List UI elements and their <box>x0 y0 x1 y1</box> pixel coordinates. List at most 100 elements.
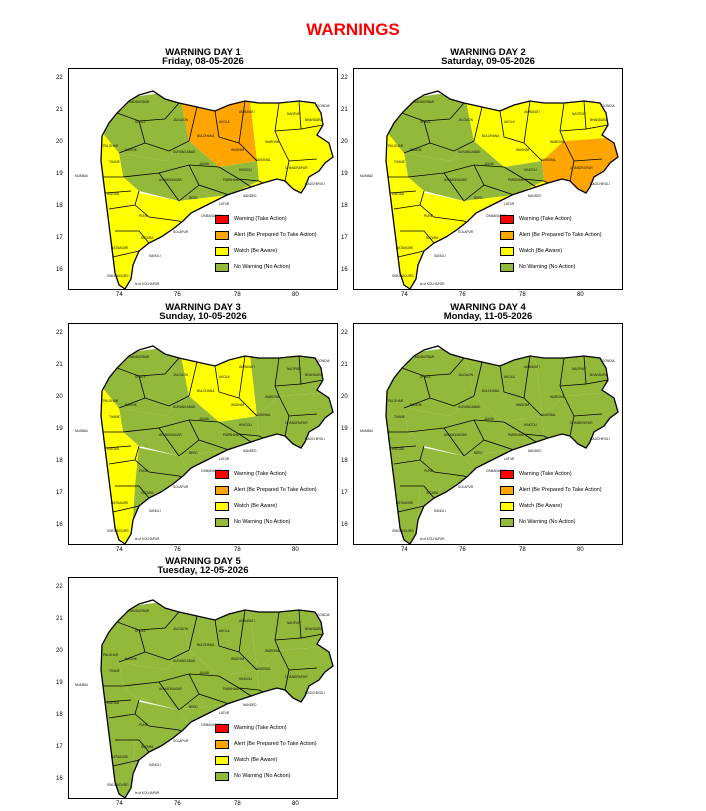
map-frame: MUMBAI DHULE JALGAON NAGPUR PUNE SATARA ts of … <box>68 577 338 799</box>
district-border <box>115 739 150 753</box>
district-label: RAIGAD <box>392 447 405 451</box>
district-label: GADCHIROLI <box>305 437 325 441</box>
district-border <box>284 415 290 437</box>
district-label: SATARA <box>426 491 439 495</box>
district-label: WARDHA <box>265 395 280 399</box>
district-label: GONDIA <box>602 359 615 363</box>
y-tick-label: 21 <box>56 616 63 622</box>
district-border <box>274 637 302 641</box>
zone-central <box>119 650 259 710</box>
legend-label: No Warning (No Action) <box>234 264 291 270</box>
y-tick-label: 17 <box>56 744 63 750</box>
district-label: AHMADNAGAR <box>444 178 468 182</box>
legend-swatch <box>500 246 514 256</box>
district-label: SATARA <box>141 236 154 240</box>
district-border <box>419 190 425 206</box>
legend: Warning (Take Action) Alert (Be Prepared … <box>500 211 602 275</box>
district-border <box>188 615 198 651</box>
district-label: LATUR <box>504 202 515 206</box>
district-label: JALNA <box>199 671 210 675</box>
district-label: AURANGABAD <box>458 405 481 409</box>
legend-label: Watch (Be Aware) <box>519 248 563 254</box>
legend-swatch <box>215 230 229 240</box>
district-label: LATUR <box>219 457 230 461</box>
legend-swatch <box>500 485 514 495</box>
district-border <box>118 397 146 409</box>
district-label: BULDHANA <box>482 134 500 138</box>
legend: Warning (Take Action) Alert (Be Prepared … <box>500 466 602 530</box>
district-label: BEED <box>189 196 198 200</box>
state-map: MUMBAI DHULE JALGAON NAGPUR PUNE SATARA ts of … <box>75 599 334 799</box>
district-label: PARBHANI <box>223 687 239 691</box>
legend-item-watch: Watch (Be Aware) <box>215 243 317 259</box>
district-label: AHMADNAGAR <box>444 433 468 437</box>
zone-northeast <box>534 91 618 161</box>
district-border <box>463 184 485 202</box>
legend-label: Alert (Be Prepared To Take Action) <box>519 487 602 493</box>
district-label: BEED <box>189 451 198 455</box>
district-label: AMRAVATI <box>239 619 255 623</box>
district-label: YAVATMAL <box>255 413 271 417</box>
district-label: SATARA <box>141 491 154 495</box>
district-label: GADCHIROLI <box>590 437 610 441</box>
panel-title: WARNING DAY 4 <box>450 302 526 313</box>
y-tick-label: 17 <box>341 490 348 496</box>
district-label: AURANGABAD <box>173 405 196 409</box>
y-tick-label: 22 <box>341 75 348 81</box>
district-label: NASHIK <box>125 148 138 152</box>
district-label: AURANGABAD <box>458 150 481 154</box>
district-label: OSMANABAD <box>486 214 507 218</box>
district-label: GONDIA <box>317 359 330 363</box>
district-border <box>118 651 146 663</box>
state-outline <box>100 345 334 545</box>
district-label: WARDHA <box>550 140 565 144</box>
y-tick-label: 22 <box>341 330 348 336</box>
district-label: SOLAPUR <box>173 739 189 743</box>
district-label: NAGPUR <box>287 367 301 371</box>
warning-panel-day-2: WARNING DAY 2 Saturday, 09-05-2026 MUMBAI D… <box>341 48 623 302</box>
y-tick-label: 21 <box>56 107 63 113</box>
legend-item-watch: Watch (Be Aware) <box>500 498 602 514</box>
panel-date: Tuesday, 12-05-2026 <box>157 565 249 576</box>
district-label: MUMBAI <box>360 429 373 433</box>
district-border <box>569 415 575 437</box>
district-border <box>138 120 190 152</box>
district-label: AMRAVATI <box>524 110 540 114</box>
y-tick-label: 20 <box>56 394 63 400</box>
district-border <box>138 375 190 407</box>
district-label: DHULE <box>135 120 146 124</box>
district-label: RATNAGIRI <box>396 501 413 505</box>
district-label: SOLAPUR <box>173 485 189 489</box>
district-label: JALNA <box>484 417 495 421</box>
y-tick-label: 20 <box>341 394 348 400</box>
x-tick-label: 78 <box>234 801 241 807</box>
x-tick-label: 78 <box>519 292 526 298</box>
x-tick-label: 80 <box>292 292 299 298</box>
district-border <box>401 357 465 377</box>
district-label: WARDHA <box>550 395 565 399</box>
legend-label: Watch (Be Aware) <box>519 503 563 509</box>
district-label: AMRAVATI <box>239 365 255 369</box>
legend-label: Warning (Take Action) <box>234 216 287 222</box>
warning-panel-day-5: WARNING DAY 5 Tuesday, 12-05-2026 MUMBAI DH… <box>56 557 338 811</box>
y-tick-label: 22 <box>56 75 63 81</box>
district-label: AHMADNAGAR <box>159 687 183 691</box>
district-label: NASHIK <box>410 403 423 407</box>
district-label: NANDED <box>243 703 257 707</box>
y-tick-label: 16 <box>341 522 348 528</box>
district-label: PARBHANI <box>223 178 239 182</box>
district-label: DHULE <box>135 629 146 633</box>
district-border <box>138 629 190 661</box>
district-label: BULDHANA <box>197 134 215 138</box>
district-label: BEED <box>474 196 483 200</box>
legend-swatch <box>215 771 229 781</box>
zone-northeast <box>249 91 333 161</box>
district-label: JALGAON <box>458 118 474 122</box>
map-frame: MUMBAI DHULE JALGAON NAGPUR PUNE SATARA ts of … <box>353 323 623 545</box>
district-label: WASHIM <box>231 657 244 661</box>
y-tick-label: 17 <box>341 235 348 241</box>
map-frame: MUMBAI DHULE JALGAON NAGPUR PUNE SATARA ts of … <box>353 68 623 290</box>
legend: Warning (Take Action) Alert (Be Prepared … <box>215 466 317 530</box>
legend-item-watch: Watch (Be Aware) <box>215 752 317 768</box>
district-label: YAVATMAL <box>540 413 556 417</box>
